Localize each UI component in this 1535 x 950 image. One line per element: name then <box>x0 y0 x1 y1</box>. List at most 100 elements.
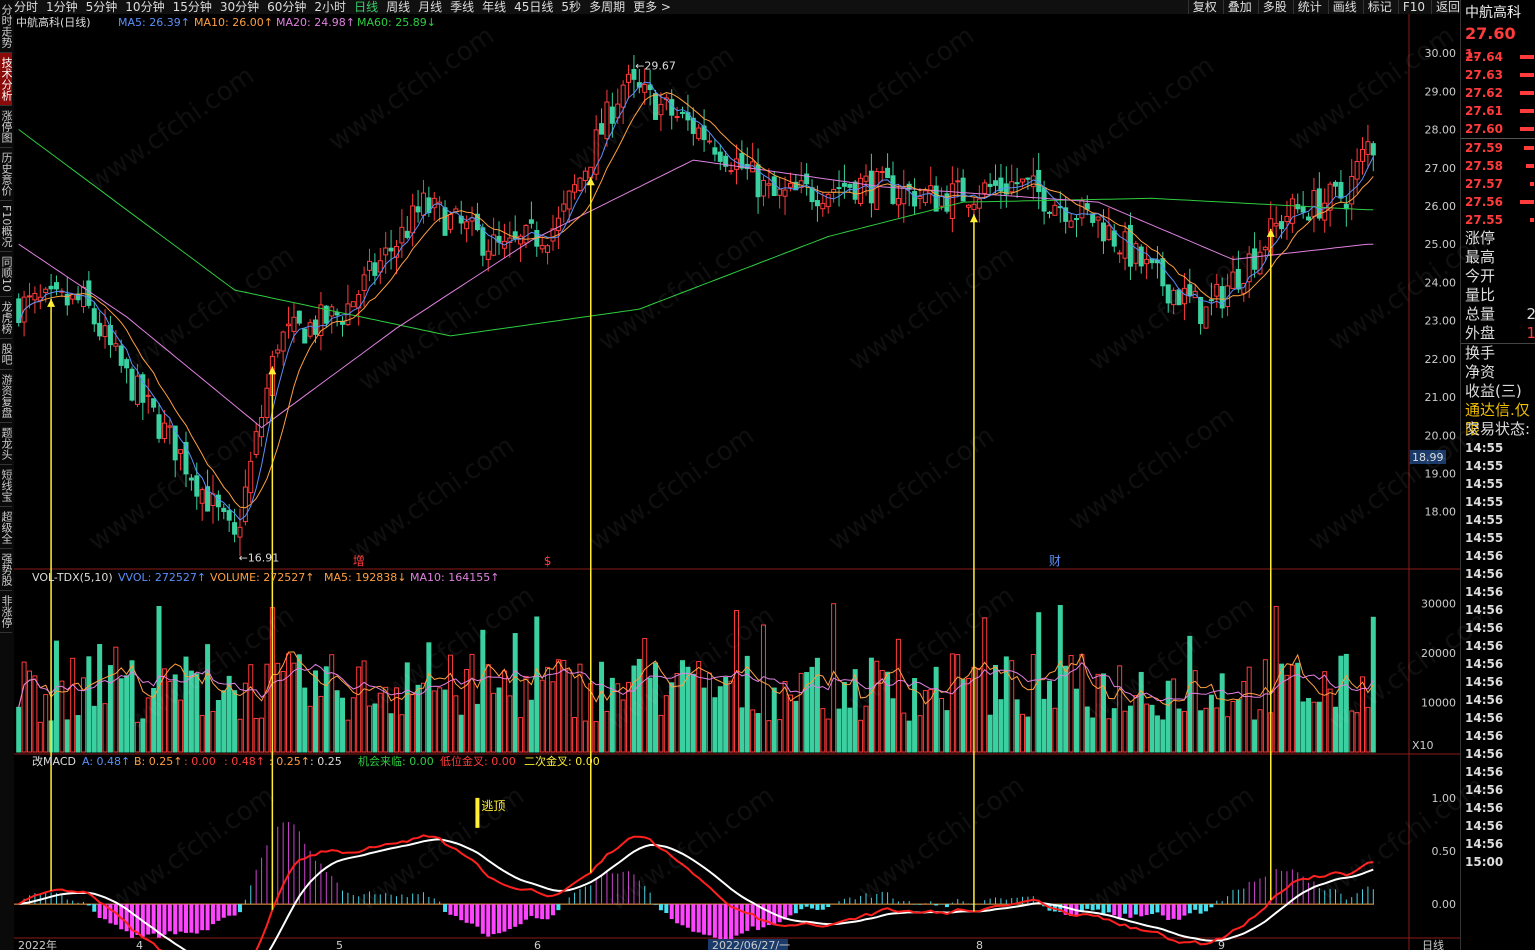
candle-body <box>1079 199 1085 219</box>
period-tab-14[interactable]: 5秒 <box>561 0 582 14</box>
sidebar-tab-6[interactable]: 龙虎榜 <box>0 297 13 340</box>
volume-bar <box>404 662 410 753</box>
candle-body <box>555 217 561 232</box>
volume-bar <box>447 654 453 753</box>
period-tab-16[interactable]: 更多 > <box>633 0 671 14</box>
sidebar-tab-0[interactable]: 分时走势 <box>0 0 13 53</box>
ma5-line <box>18 81 1374 521</box>
candle-body <box>1219 286 1225 309</box>
sidebar-tab-8[interactable]: 游资复盘 <box>0 370 13 424</box>
toolbar-btn-3[interactable]: 统计 <box>1292 0 1322 14</box>
volume-bar <box>458 714 464 753</box>
quote-label: 今开 <box>1461 267 1535 286</box>
volume-bar <box>1219 673 1225 753</box>
candle-body <box>998 177 1004 192</box>
period-tab-1[interactable]: 1分钟 <box>46 0 78 14</box>
kline-chart[interactable]: 30.00 29.00 28.00 27.00 26.00 25.00 24.00 23.00… <box>14 14 1460 950</box>
volume-bar <box>307 705 313 753</box>
sidebar-tab-5[interactable]: 同顺10 <box>0 252 13 298</box>
candle-body <box>631 69 637 80</box>
volume-bar <box>674 673 680 753</box>
candle-body <box>464 221 470 230</box>
candle-body <box>215 494 221 508</box>
macd-dif-line <box>18 834 1374 950</box>
period-tab-10[interactable]: 月线 <box>418 0 443 14</box>
volume-bar <box>32 675 38 753</box>
sidebar-tab-2[interactable]: 涨停图 <box>0 106 13 148</box>
volume-bar <box>885 671 891 753</box>
volume-bar <box>636 658 642 753</box>
period-tab-7[interactable]: 2小时 <box>314 0 347 14</box>
toolbar-btn-2[interactable]: 多股 <box>1257 0 1287 14</box>
x-axis-period: 日线 <box>1422 938 1444 950</box>
toolbar-btn-5[interactable]: 标记 <box>1362 0 1392 14</box>
candle-body <box>798 180 804 188</box>
period-tab-13[interactable]: 45日线 <box>514 0 554 14</box>
candle-body <box>1246 253 1252 283</box>
volume-bar <box>1333 706 1339 753</box>
candle-body <box>658 103 664 116</box>
candle-body <box>572 184 578 193</box>
period-tab-12[interactable]: 年线 <box>482 0 507 14</box>
toolbar-btn-6[interactable]: F10 <box>1397 0 1425 14</box>
volume-bar <box>1171 678 1177 753</box>
sidebar-tab-7[interactable]: 股吧 <box>0 339 13 371</box>
period-tab-6[interactable]: 60分钟 <box>267 0 307 14</box>
toolbar-btn-4[interactable]: 画线 <box>1327 0 1357 14</box>
candle-body <box>302 328 308 344</box>
sidebar-tab-4[interactable]: F10概况 <box>0 201 13 253</box>
period-tab-11[interactable]: 季线 <box>450 0 475 14</box>
period-tab-8[interactable]: 日线 <box>354 0 379 14</box>
x-axis-label: 2022年 <box>18 938 57 950</box>
candle-body <box>474 213 480 231</box>
x-axis-label: 9 <box>1218 939 1225 950</box>
orderbook: 27.64 27.63 27.62 27.61 27.60 27.59 27.58 27.57… <box>1461 48 1535 229</box>
sidebar-tab-3[interactable]: 历史意价 <box>0 148 13 201</box>
volume-bar <box>1343 653 1349 753</box>
sidebar-tab-1[interactable]: 技术分析 <box>0 53 13 106</box>
quote-label-text: 涨停 <box>1465 229 1496 247</box>
volume-bar <box>323 666 329 753</box>
sidebar-tab-10[interactable]: 短线宝 <box>0 465 13 508</box>
candle-body <box>1144 258 1150 265</box>
volume-bar <box>253 717 259 753</box>
quote-label: 净资 <box>1461 363 1535 382</box>
volume-bar <box>383 686 389 753</box>
period-tab-5[interactable]: 30分钟 <box>219 0 260 14</box>
orderbook-price: 27.64 <box>1465 50 1503 64</box>
volume-bar <box>107 665 113 753</box>
volume-bar <box>518 717 524 753</box>
toolbar-btn-1[interactable]: 叠加 <box>1222 0 1252 14</box>
volume-bar <box>480 629 486 753</box>
sidebar-tab-9[interactable]: 题龙头 <box>0 423 13 466</box>
event-tag-zeng: 增 <box>353 554 365 568</box>
period-tab-3[interactable]: 10分钟 <box>125 0 165 14</box>
toolbar-btn-7[interactable]: 返回 <box>1430 0 1460 14</box>
toolbar-btn-0[interactable]: 复权 <box>1187 0 1217 14</box>
candle-body <box>372 262 378 276</box>
tick-time: 14:56 <box>1465 675 1504 689</box>
candle-body <box>771 176 777 197</box>
volume-bar <box>793 700 799 753</box>
volume-unit-label: X10 <box>1412 739 1434 752</box>
period-tab-2[interactable]: 5分钟 <box>85 0 118 14</box>
period-tab-4[interactable]: 15分钟 <box>172 0 212 14</box>
sidebar-tab-13[interactable]: 非涨停 <box>0 591 13 634</box>
sidebar-tab-11[interactable]: 超级全 <box>0 507 13 550</box>
period-tab-9[interactable]: 周线 <box>386 0 411 14</box>
candle-body <box>917 196 923 200</box>
macd-dea-line <box>18 838 1374 950</box>
volume-bar <box>91 705 97 753</box>
volume-bar <box>1203 707 1209 753</box>
volume-bar <box>1230 700 1236 753</box>
volume-bar <box>507 695 513 753</box>
period-tab-15[interactable]: 多周期 <box>589 0 626 14</box>
candle-body <box>879 171 885 174</box>
candle-body <box>712 147 718 155</box>
quote-label-text: 换手 <box>1465 344 1496 362</box>
volume-bar <box>890 698 896 753</box>
period-tab-0[interactable]: 分时 <box>14 0 39 14</box>
sidebar-tab-12[interactable]: 强势股 <box>0 549 13 592</box>
volume-bar <box>1090 717 1096 753</box>
candle-body <box>593 129 599 175</box>
